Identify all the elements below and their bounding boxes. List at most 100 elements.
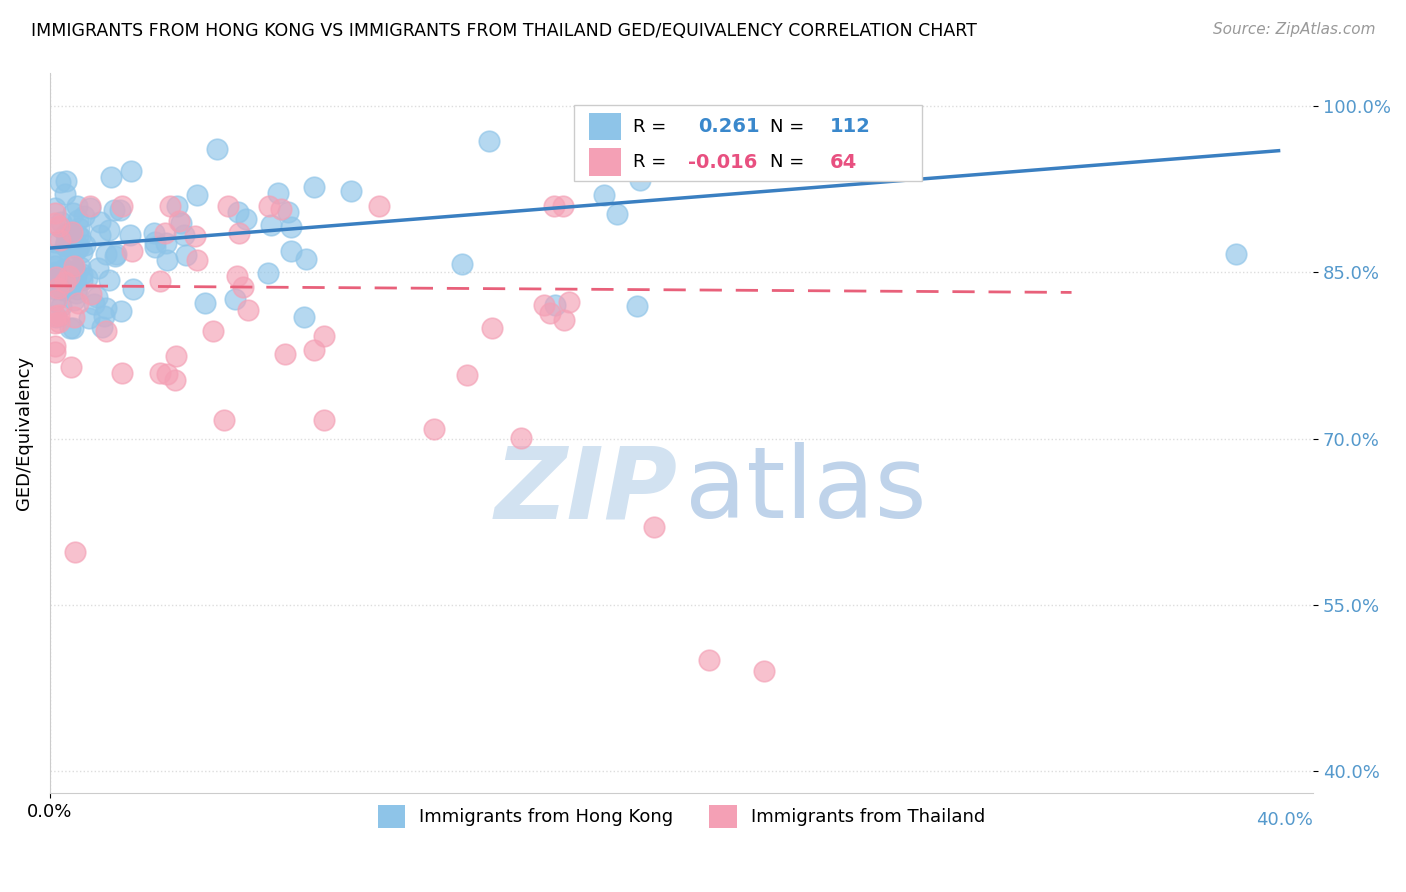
Point <box>108 202 131 217</box>
Point <box>224 292 246 306</box>
Text: N =: N = <box>770 118 810 136</box>
Point <box>274 346 297 360</box>
Point <box>45 265 67 279</box>
Point <box>52 262 75 277</box>
Point <box>510 431 533 445</box>
Point <box>257 266 280 280</box>
Point <box>59 226 82 240</box>
Point <box>235 212 257 227</box>
Point <box>48 219 70 233</box>
Point <box>98 223 121 237</box>
Point <box>44 205 66 219</box>
Point <box>62 321 84 335</box>
Point <box>120 164 142 178</box>
Point <box>77 310 100 325</box>
Point <box>44 344 66 359</box>
Point <box>166 199 188 213</box>
Text: ZIP: ZIP <box>495 442 678 540</box>
Text: 112: 112 <box>830 117 870 136</box>
Point <box>45 293 67 308</box>
Point <box>91 320 114 334</box>
Point <box>280 244 302 258</box>
Point <box>52 283 75 297</box>
Point <box>456 368 478 382</box>
Point <box>481 320 503 334</box>
Point <box>48 314 70 328</box>
Point <box>63 259 86 273</box>
Point <box>44 201 66 215</box>
Point <box>340 184 363 198</box>
Point <box>1225 247 1247 261</box>
Point <box>66 228 89 243</box>
Point <box>156 252 179 267</box>
Point <box>551 199 574 213</box>
Point <box>51 299 73 313</box>
Point <box>65 268 87 282</box>
Point <box>228 226 250 240</box>
Point <box>238 303 260 318</box>
Point <box>105 246 128 260</box>
Point <box>72 209 94 223</box>
Point <box>63 310 86 325</box>
Point <box>201 324 224 338</box>
Point <box>626 299 648 313</box>
Point <box>83 297 105 311</box>
Point <box>59 250 82 264</box>
Point <box>159 199 181 213</box>
Point <box>44 316 66 330</box>
Point <box>63 293 86 308</box>
Point <box>100 170 122 185</box>
Point <box>44 259 66 273</box>
Point <box>51 215 73 229</box>
Y-axis label: GED/Equivalency: GED/Equivalency <box>15 356 32 510</box>
Point <box>96 324 118 338</box>
Point <box>70 273 93 287</box>
Point <box>66 199 89 213</box>
Point <box>67 296 90 310</box>
Point <box>165 349 187 363</box>
Point <box>292 310 315 325</box>
Point <box>58 237 80 252</box>
Text: IMMIGRANTS FROM HONG KONG VS IMMIGRANTS FROM THAILAND GED/EQUIVALENCY CORRELATIO: IMMIGRANTS FROM HONG KONG VS IMMIGRANTS … <box>31 22 977 40</box>
Point <box>232 280 254 294</box>
Point <box>143 240 166 254</box>
Point <box>212 413 235 427</box>
Point <box>56 280 79 294</box>
Point <box>302 343 325 357</box>
Point <box>49 175 72 189</box>
Point <box>226 205 249 219</box>
Text: N =: N = <box>770 153 810 171</box>
Point <box>80 286 103 301</box>
Point <box>65 265 87 279</box>
Point <box>450 257 472 271</box>
Point <box>72 245 94 260</box>
Point <box>79 201 101 215</box>
Point <box>69 230 91 244</box>
Point <box>44 216 66 230</box>
Point <box>259 199 281 213</box>
Text: Source: ZipAtlas.com: Source: ZipAtlas.com <box>1212 22 1375 37</box>
Point <box>69 260 91 274</box>
Point <box>280 220 302 235</box>
Point <box>153 226 176 240</box>
Point <box>59 321 82 335</box>
Point <box>643 520 665 534</box>
Point <box>143 235 166 249</box>
Text: 64: 64 <box>830 153 856 171</box>
Point <box>111 367 134 381</box>
Point <box>45 269 67 284</box>
Point <box>46 251 69 265</box>
Point <box>59 226 82 240</box>
Point <box>44 282 66 296</box>
Point <box>73 237 96 252</box>
Point <box>96 246 118 260</box>
Point <box>368 199 391 213</box>
Point <box>89 215 111 229</box>
Point <box>267 186 290 200</box>
Point <box>66 281 89 295</box>
Point <box>606 207 628 221</box>
Point <box>55 227 77 241</box>
Point <box>65 285 87 300</box>
Point <box>53 276 76 290</box>
Point <box>63 545 86 559</box>
